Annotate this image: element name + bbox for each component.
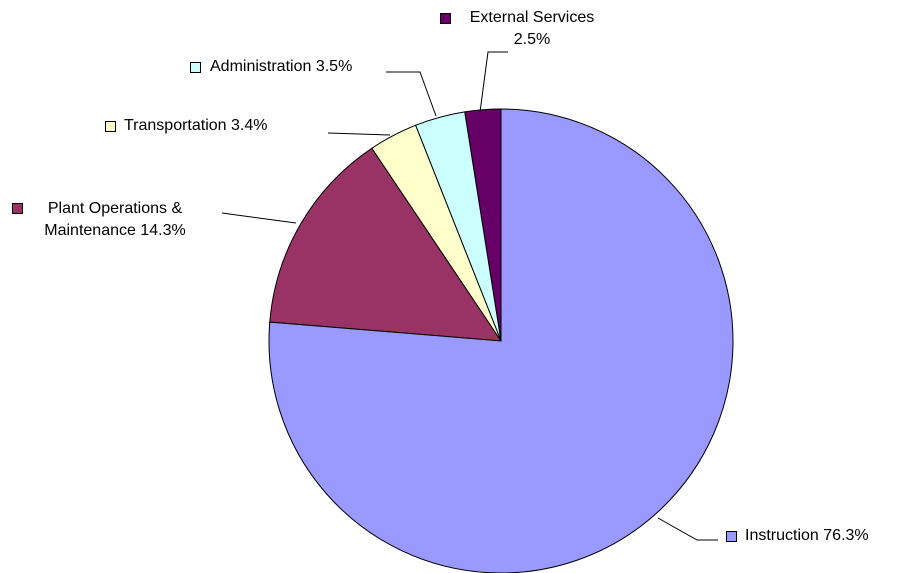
category-label: Instruction [745, 527, 819, 544]
leader-line [657, 517, 718, 541]
slice-label: Administration 3.5% [210, 56, 430, 78]
category-label: Transportation [124, 117, 227, 134]
category-label: Plant Operations & Maintenance [44, 200, 183, 239]
label-swatch [440, 13, 451, 24]
pie-slice [268, 108, 734, 573]
slice-label: Transportation 3.4% [124, 115, 344, 137]
value-label: 2.5% [513, 31, 551, 48]
leader-line [327, 132, 391, 136]
value-label: 76.3% [823, 527, 869, 544]
label-swatch [726, 531, 737, 542]
value-label: 14.3% [140, 222, 186, 239]
leader-lines [221, 51, 718, 541]
label-swatch [190, 62, 201, 73]
category-label: External Services [469, 9, 595, 26]
slice-label: Plant Operations & Maintenance 14.3% [30, 198, 200, 242]
label-swatch [12, 203, 23, 214]
slice-label: External Services 2.5% [458, 7, 606, 51]
pie-slice [269, 147, 502, 342]
value-label: 3.4% [231, 117, 268, 134]
leader-line [386, 71, 437, 117]
leader-line [221, 212, 297, 224]
slice-label: Instruction 76.3% [745, 525, 919, 547]
leader-line [479, 51, 508, 113]
category-label: Administration [210, 58, 312, 75]
value-label: 3.5% [315, 58, 353, 75]
label-swatch [105, 121, 116, 132]
